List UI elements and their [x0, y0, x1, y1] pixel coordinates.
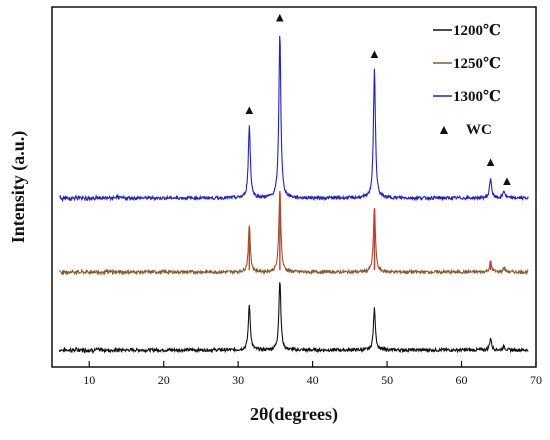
legend-marker-symbol: ▲ — [437, 123, 451, 138]
series-group — [58, 35, 529, 355]
wc-marker-1: ▲ — [273, 9, 286, 24]
x-axis-ticks: 10 20 30 40 50 60 70 — [83, 361, 542, 387]
legend-label-2: 1300℃ — [453, 89, 501, 105]
wc-marker-4: ▲ — [501, 173, 514, 188]
x-tick-label-10: 10 — [83, 373, 95, 387]
wc-marker-0: ▲ — [243, 102, 256, 117]
y-axis-title: Intensity (a.u.) — [8, 131, 29, 244]
plot-frame — [51, 6, 537, 368]
wc-marker-2: ▲ — [368, 46, 381, 61]
x-tick-label-30: 30 — [232, 373, 244, 387]
x-tick-label-60: 60 — [456, 373, 468, 387]
legend-label-1: 1250℃ — [453, 56, 501, 72]
legend-label-0: 1200℃ — [453, 23, 501, 39]
series-line-1 — [58, 191, 529, 277]
x-tick-label-40: 40 — [307, 373, 319, 387]
legend: 1200℃ 1250℃ 1300℃ ▲ WC — [433, 23, 501, 138]
x-tick-label-70: 70 — [530, 373, 542, 387]
x-tick-label-50: 50 — [381, 373, 393, 387]
series-line-0 — [58, 282, 529, 355]
series-line-2 — [59, 35, 529, 203]
legend-marker-label: WC — [466, 122, 492, 138]
x-tick-label-20: 20 — [158, 373, 170, 387]
peak-markers: ▲ ▲ ▲ ▲ ▲ — [243, 9, 514, 188]
wc-marker-3: ▲ — [484, 154, 497, 169]
x-axis-title: 2θ(degrees) — [250, 404, 338, 425]
